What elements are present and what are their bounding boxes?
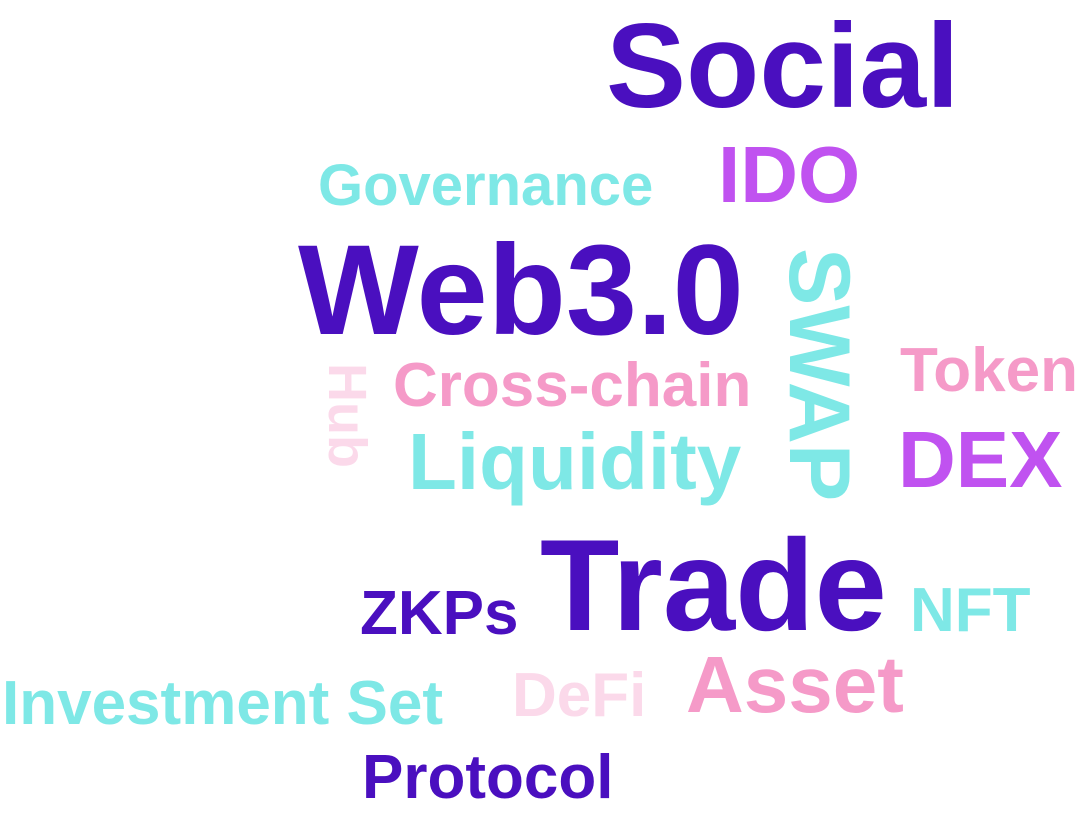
word-investment-set: Investment Set	[2, 669, 444, 738]
word-cross-chain: Cross-chain	[393, 351, 752, 420]
word-swap: SWAP	[771, 248, 867, 502]
word-dex: DEX	[898, 415, 1063, 504]
word-liquidity: Liquidity	[408, 417, 742, 506]
word-governance: Governance	[318, 153, 654, 218]
word-trade: Trade	[540, 512, 887, 658]
word-social: Social	[606, 0, 960, 133]
word-protocol: Protocol	[362, 743, 614, 812]
word-web3: Web3.0	[298, 219, 744, 362]
word-zkps: ZKPs	[360, 579, 519, 648]
word-ido: IDO	[718, 130, 861, 219]
word-asset: Asset	[686, 640, 904, 729]
word-token: Token	[900, 336, 1078, 405]
word-hub: Hub	[317, 363, 377, 468]
word-nft: NFT	[910, 576, 1031, 645]
word-defi: DeFi	[512, 661, 647, 730]
